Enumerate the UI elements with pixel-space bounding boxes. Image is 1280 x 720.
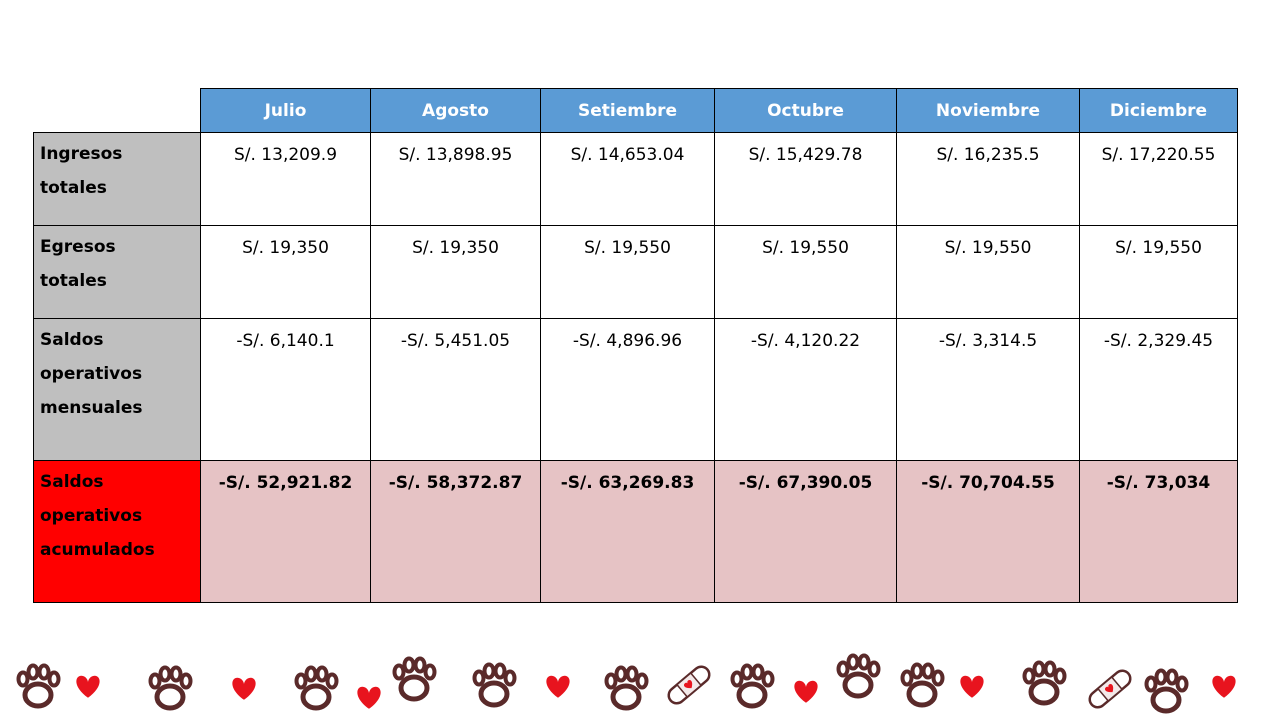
paw-icon (19, 666, 59, 707)
month-header: Diciembre (1079, 88, 1238, 133)
table-cell: S/. 13,209.9 (200, 132, 371, 226)
heart-icon (357, 686, 381, 709)
heart-icon (1212, 675, 1236, 698)
month-header: Julio (200, 88, 371, 133)
heart-icon (960, 675, 984, 698)
paw-icon (1025, 663, 1065, 704)
paw-icon (395, 659, 435, 700)
table-cell: S/. 19,550 (896, 225, 1080, 319)
month-header: Noviembre (896, 88, 1080, 133)
heart-icon (76, 675, 100, 698)
row-label-line: Egresos (40, 237, 116, 257)
paw-icon (297, 668, 337, 709)
row-label: Egresos totales (33, 225, 201, 319)
table-cell: -S/. 4,120.22 (714, 318, 897, 461)
bandage-icon (1085, 666, 1135, 712)
table-row-saldos-acumulados: Saldos operativos acumulados -S/. 52,921… (33, 460, 1238, 603)
month-header: Octubre (714, 88, 897, 133)
table-cell: S/. 13,898.95 (370, 132, 541, 226)
row-label: Ingresos totales (33, 132, 201, 226)
row-label-line: acumulados (40, 540, 155, 560)
row-label-line: totales (40, 271, 107, 291)
table-cell: -S/. 6,140.1 (200, 318, 371, 461)
table-cell: -S/. 2,329.45 (1079, 318, 1238, 461)
table-cell: -S/. 58,372.87 (370, 460, 541, 603)
row-label: Saldos operativos acumulados (33, 460, 201, 603)
row-label-line: operativos (40, 364, 143, 384)
table-cell: -S/. 70,704.55 (896, 460, 1080, 603)
row-label-line: totales (40, 178, 107, 198)
table-cell: -S/. 67,390.05 (714, 460, 897, 603)
table-cell: -S/. 3,314.5 (896, 318, 1080, 461)
table-row-egresos: Egresos totales S/. 19,350 S/. 19,350 S/… (33, 225, 1238, 319)
row-label-line: mensuales (40, 398, 143, 418)
paw-icon (733, 666, 773, 707)
corner-cell (34, 89, 201, 133)
table-row-saldos-mensuales: Saldos operativos mensuales -S/. 6,140.1… (33, 318, 1238, 461)
row-label: Saldos operativos mensuales (33, 318, 201, 461)
paw-icon (475, 665, 515, 706)
heart-icon (232, 677, 256, 700)
paw-icon (607, 668, 647, 709)
month-header: Setiembre (540, 88, 715, 133)
table-cell: S/. 19,550 (714, 225, 897, 319)
row-label-line: operativos (40, 506, 143, 526)
table-cell: S/. 19,350 (200, 225, 371, 319)
heart-icon (794, 680, 818, 703)
bandage-icon (664, 662, 714, 708)
financial-table: Julio Agosto Setiembre Octubre Noviembre… (33, 88, 1238, 603)
month-header: Agosto (370, 88, 541, 133)
heart-icon (546, 675, 570, 698)
table-cell: S/. 16,235.5 (896, 132, 1080, 226)
table-cell: -S/. 4,896.96 (540, 318, 715, 461)
table-cell: -S/. 5,451.05 (370, 318, 541, 461)
table-row-ingresos: Ingresos totales S/. 13,209.9 S/. 13,898… (33, 132, 1238, 226)
row-label-line: Ingresos (40, 144, 123, 164)
table-cell: -S/. 63,269.83 (540, 460, 715, 603)
table-cell: S/. 19,550 (540, 225, 715, 319)
table-cell: -S/. 73,034 (1079, 460, 1238, 603)
header-row: Julio Agosto Setiembre Octubre Noviembre… (34, 88, 1238, 133)
paw-icon (903, 665, 943, 706)
row-label-line: Saldos (40, 330, 104, 350)
paw-icon (151, 668, 191, 709)
table-cell: -S/. 52,921.82 (200, 460, 371, 603)
decorative-border (0, 652, 1236, 720)
row-label-line: Saldos (40, 472, 104, 492)
table-cell: S/. 17,220.55 (1079, 132, 1238, 226)
table-cell: S/. 14,653.04 (540, 132, 715, 226)
paw-icon (839, 656, 879, 697)
table-cell: S/. 15,429.78 (714, 132, 897, 226)
table-cell: S/. 19,550 (1079, 225, 1238, 319)
table-cell: S/. 19,350 (370, 225, 541, 319)
paw-icon (1147, 671, 1187, 712)
